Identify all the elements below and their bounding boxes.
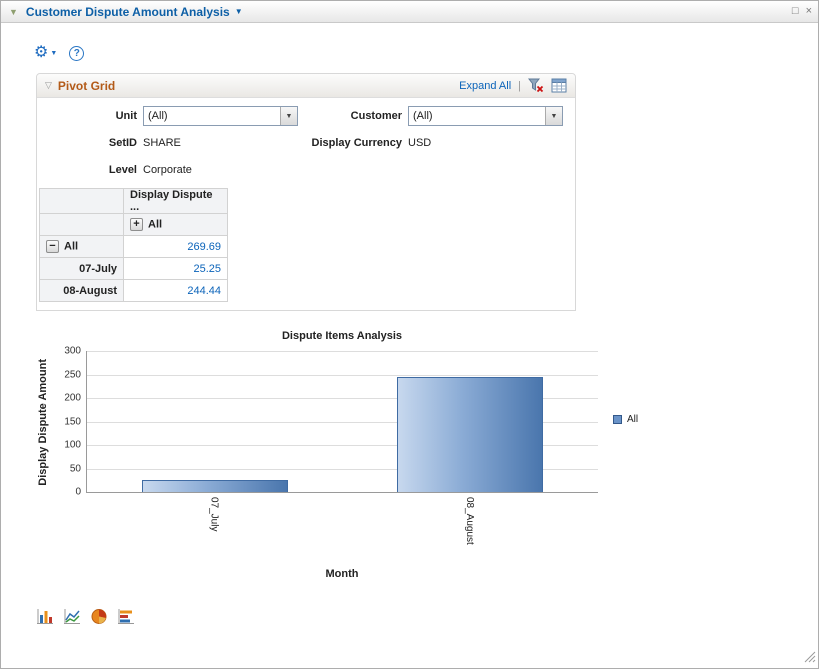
title-menu-caret-icon[interactable]: ▼ bbox=[234, 7, 243, 16]
display-currency-label: Display Currency bbox=[311, 137, 402, 149]
level-label: Level bbox=[108, 164, 137, 176]
settings-menu-button[interactable]: ⚙ ▼ bbox=[34, 45, 57, 61]
y-tick-label: 100 bbox=[64, 439, 81, 451]
pie-chart-icon[interactable] bbox=[90, 608, 108, 625]
table-row: 07-July 25.25 bbox=[39, 257, 228, 280]
pivot-grid-body: Unit (All) ▼ Customer (All) ▼ SetID SHAR… bbox=[37, 98, 575, 310]
gridline bbox=[87, 445, 598, 446]
pivot-subheader-row: + All bbox=[39, 213, 228, 236]
row-label: 07-July bbox=[79, 262, 117, 275]
level-value: Corporate bbox=[143, 164, 192, 176]
gridline bbox=[87, 374, 598, 376]
setid-value: SHARE bbox=[143, 137, 181, 149]
table-row: − All 269.69 bbox=[39, 235, 228, 258]
gridline bbox=[87, 398, 598, 399]
expand-all-link[interactable]: Expand All bbox=[459, 79, 512, 92]
chart-x-axis-title: Month bbox=[325, 568, 359, 580]
chart-plot: 0 50 100 150 200 250 300 bbox=[64, 346, 598, 498]
grid-view-icon[interactable] bbox=[551, 78, 567, 93]
pivot-table: Display Dispute ... + All − All 269.69 07-… bbox=[39, 188, 228, 302]
pivot-grid-panel: ▽ Pivot Grid Expand All | bbox=[36, 73, 576, 311]
y-tick-label: 50 bbox=[69, 463, 81, 474]
line-chart-icon[interactable] bbox=[63, 608, 81, 625]
y-tick-label: 300 bbox=[64, 345, 81, 357]
chart-legend: All bbox=[613, 414, 638, 425]
unit-label: Unit bbox=[115, 110, 137, 122]
row-header-all: − All bbox=[39, 235, 124, 258]
gridline bbox=[87, 351, 598, 352]
pivot-grid-header: ▽ Pivot Grid Expand All | bbox=[37, 74, 575, 98]
corner-cell bbox=[39, 188, 124, 214]
chart-title: Dispute Items Analysis bbox=[281, 330, 403, 342]
gear-icon[interactable]: ⚙ bbox=[34, 44, 49, 61]
row-header: 08-August bbox=[39, 279, 124, 302]
clear-filter-icon[interactable] bbox=[528, 78, 544, 93]
collapse-row-button[interactable]: − bbox=[46, 240, 59, 253]
setid-label: SetID bbox=[108, 137, 137, 149]
x-tick-label: 08_August bbox=[463, 497, 475, 545]
display-currency-value: USD bbox=[408, 137, 432, 149]
pivot-header-row: Display Dispute ... bbox=[39, 188, 228, 214]
cell-value-link[interactable]: 244.44 bbox=[187, 284, 221, 297]
maximize-icon[interactable]: □ bbox=[791, 5, 799, 17]
y-tick-label: 200 bbox=[64, 392, 81, 404]
cell-value-link[interactable]: 269.69 bbox=[187, 240, 221, 253]
chart-x-ticks: 07_July 08_August bbox=[86, 497, 598, 563]
bar-chart: Dispute Items Analysis Display Dispute A… bbox=[1, 326, 818, 596]
page-title[interactable]: Customer Dispute Amount Analysis bbox=[25, 4, 230, 19]
cell-value-link[interactable]: 25.25 bbox=[193, 262, 221, 275]
row-label: All bbox=[64, 240, 79, 253]
row-header: 07-July bbox=[39, 257, 124, 280]
window-collapse-icon[interactable]: ▼ bbox=[9, 6, 18, 17]
unit-select-value: (All) bbox=[148, 110, 168, 122]
chevron-down-icon[interactable]: ▼ bbox=[50, 49, 58, 57]
y-tick-label: 0 bbox=[75, 486, 81, 498]
chart-type-toolbar bbox=[36, 608, 135, 625]
dropdown-arrow-icon[interactable]: ▼ bbox=[280, 107, 297, 125]
separator: | bbox=[518, 79, 521, 92]
unit-select[interactable]: (All) ▼ bbox=[143, 106, 298, 126]
pivot-column-subheader: + All bbox=[123, 213, 228, 236]
pagelet-actions: ⚙ ▼ ? bbox=[34, 45, 85, 61]
title-bar: ▼ Customer Dispute Amount Analysis ▼ □ × bbox=[1, 1, 818, 23]
gridline bbox=[87, 421, 598, 423]
corner-cell bbox=[39, 213, 124, 236]
section-title: Pivot Grid bbox=[57, 78, 116, 93]
dropdown-arrow-icon[interactable]: ▼ bbox=[545, 107, 562, 125]
expand-column-button[interactable]: + bbox=[130, 218, 143, 231]
customer-label: Customer bbox=[350, 110, 402, 122]
legend-swatch bbox=[613, 415, 622, 424]
chart-y-axis-title: Display Dispute Amount bbox=[37, 358, 49, 486]
help-icon[interactable]: ? bbox=[69, 45, 85, 61]
horizontal-bar-chart-icon[interactable] bbox=[117, 608, 135, 625]
y-tick-label: 150 bbox=[64, 416, 81, 427]
legend-label: All bbox=[627, 414, 639, 425]
table-row: 08-August 244.44 bbox=[39, 279, 228, 302]
resize-handle[interactable] bbox=[804, 651, 816, 666]
gridline bbox=[87, 468, 598, 470]
bar-07_July[interactable] bbox=[142, 480, 288, 492]
row-label: 08-August bbox=[63, 284, 117, 297]
customer-select[interactable]: (All) ▼ bbox=[408, 106, 563, 126]
pivot-column-header: Display Dispute ... bbox=[123, 188, 228, 214]
vertical-bar-chart-icon[interactable] bbox=[36, 608, 54, 625]
column-all-label: All bbox=[148, 218, 163, 231]
section-collapse-icon[interactable]: ▽ bbox=[45, 80, 52, 90]
customer-select-value: (All) bbox=[413, 110, 433, 122]
y-tick-label: 250 bbox=[64, 369, 81, 380]
x-tick-label: 07_July bbox=[208, 497, 220, 532]
bar-08_August[interactable] bbox=[397, 377, 543, 492]
close-icon[interactable]: × bbox=[805, 5, 812, 17]
